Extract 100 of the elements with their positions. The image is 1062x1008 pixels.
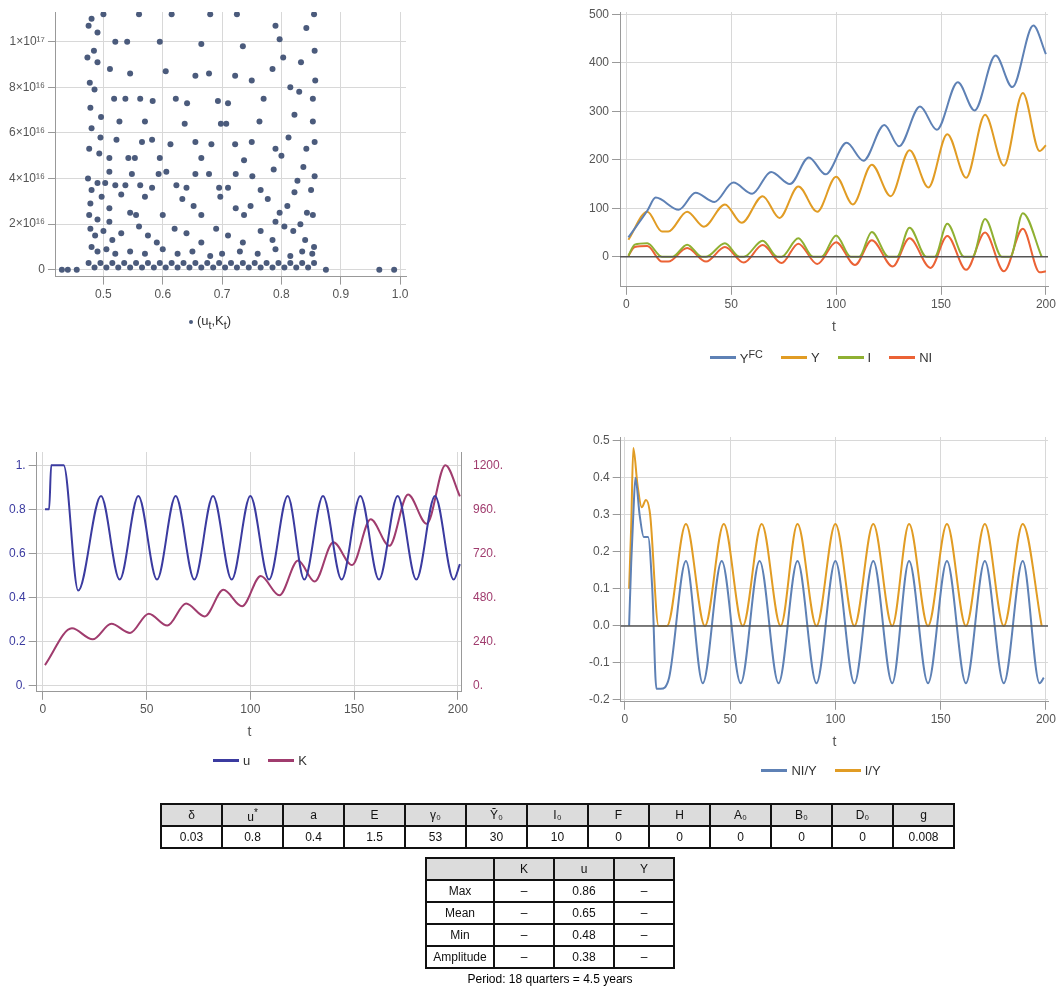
x-tick-label: 1.0: [391, 287, 409, 302]
legend-label: I: [867, 349, 872, 365]
line-series: [627, 212, 1043, 258]
y-tick-label: 0: [38, 262, 46, 277]
y-tick-label: 0.8: [8, 501, 26, 516]
y-tick-label: 0.0: [592, 618, 610, 633]
x-axis-title: t: [247, 723, 252, 740]
y2-tick-label: 720.: [472, 545, 497, 560]
x-tick-label: 150: [930, 297, 952, 312]
x-tick-label: 50: [724, 297, 739, 312]
legend-label: NI: [919, 349, 933, 365]
text: 0.4: [305, 830, 322, 844]
text: –: [640, 950, 648, 964]
x-tick-label: 150: [930, 712, 951, 727]
category-label: B₀: [771, 804, 832, 826]
y-tick-label: 0.5: [592, 433, 610, 448]
legend-label: K: [298, 753, 307, 768]
text: –: [520, 928, 528, 942]
text: –: [520, 950, 528, 964]
category-label: K: [494, 858, 554, 880]
text: 0: [798, 830, 805, 844]
line-series: [43, 464, 461, 667]
x-tick-label: 0.6: [154, 287, 172, 302]
y-tick-label: 6×10¹⁶: [9, 125, 46, 140]
y2-tick-label: 0.: [472, 677, 483, 692]
x-tick-label: 100: [826, 297, 847, 312]
y-tick-label: 100: [588, 200, 610, 215]
text: 0.8: [244, 830, 261, 844]
text: 0: [676, 830, 683, 844]
x-tick-label: 0.7: [213, 287, 231, 302]
legend-label: Y$^{FC}$: [739, 348, 763, 367]
y-tick-label: 300: [588, 103, 610, 118]
x-tick-label: 200: [1035, 712, 1057, 727]
category-label: γ₀: [405, 804, 466, 826]
category-label: A₀: [710, 804, 771, 826]
text: –: [640, 884, 648, 898]
y-tick-label: 0.4: [8, 589, 26, 604]
x-axis-title: t: [832, 318, 837, 335]
x-tick-label: 100: [240, 702, 261, 717]
category-label: Max: [448, 884, 472, 898]
x-tick-label: 100: [825, 712, 846, 727]
legend-label: (u$_{t}$,K$_{t}$): [196, 313, 232, 331]
category-label: Min: [450, 928, 470, 942]
line-series: [627, 91, 1047, 241]
y-tick-label: 0.1: [592, 581, 610, 596]
category-label: Amplitude: [433, 950, 487, 964]
text: 0.008: [908, 830, 939, 844]
category-label: g: [893, 804, 954, 826]
x-tick-label: 50: [139, 702, 154, 717]
text: 30: [489, 830, 504, 844]
category-label: u$^{*}$: [222, 804, 283, 826]
text: 53: [428, 830, 443, 844]
x-tick-label: 0: [621, 712, 629, 727]
x-tick-label: 150: [344, 702, 365, 717]
y-tick-label: -0.2: [588, 692, 610, 707]
x-axis-title: t: [832, 733, 837, 750]
text: 0.48: [572, 928, 596, 942]
y-tick-label: 0.3: [592, 507, 610, 522]
y2-tick-label: 960.: [472, 501, 497, 516]
text: 0.86: [572, 884, 596, 898]
x-tick-label: 0.9: [332, 287, 350, 302]
line-series: [628, 447, 1043, 627]
y-tick-label: 0: [602, 249, 610, 264]
category-label: Y: [614, 858, 674, 880]
y2-tick-label: 1200.: [472, 457, 503, 472]
text: –: [640, 928, 648, 942]
y-tick-label: 0.4: [592, 470, 610, 485]
category-label: E: [344, 804, 405, 826]
x-tick-label: 50: [723, 712, 738, 727]
y-tick-label: 1.: [15, 457, 26, 472]
y2-tick-label: 480.: [472, 589, 497, 604]
text: 0.65: [572, 906, 596, 920]
x-tick-label: 200: [1035, 297, 1057, 312]
text: 0.38: [572, 950, 596, 964]
text: 1.5: [366, 830, 383, 844]
line-series: [627, 24, 1047, 239]
y-tick-label: 0.: [15, 677, 26, 692]
text: –: [520, 906, 528, 920]
text: 10: [550, 830, 565, 844]
category-label: u: [554, 858, 614, 880]
y-tick-label: 400: [588, 55, 610, 70]
category-label: I₀: [527, 804, 588, 826]
y-tick-label: 4×10¹⁶: [9, 170, 46, 185]
line-series: [43, 464, 461, 592]
legend-label: Y: [810, 349, 820, 365]
x-tick-label: 0: [622, 297, 630, 312]
legend-label: I/Y: [864, 763, 881, 778]
category-label: H: [649, 804, 710, 826]
category-label: F: [588, 804, 649, 826]
x-tick-label: 200: [447, 702, 469, 717]
text: –: [520, 884, 528, 898]
legend-label: u: [243, 753, 251, 768]
y2-tick-label: 240.: [472, 633, 497, 648]
text: 0: [859, 830, 866, 844]
category-label: Ȳ₀: [466, 804, 527, 826]
category-label: δ: [161, 804, 222, 826]
line-series: [628, 476, 1045, 690]
x-tick-label: 0.8: [273, 287, 291, 302]
x-tick-label: 0.5: [95, 287, 113, 302]
y-tick-label: 500: [588, 6, 610, 21]
